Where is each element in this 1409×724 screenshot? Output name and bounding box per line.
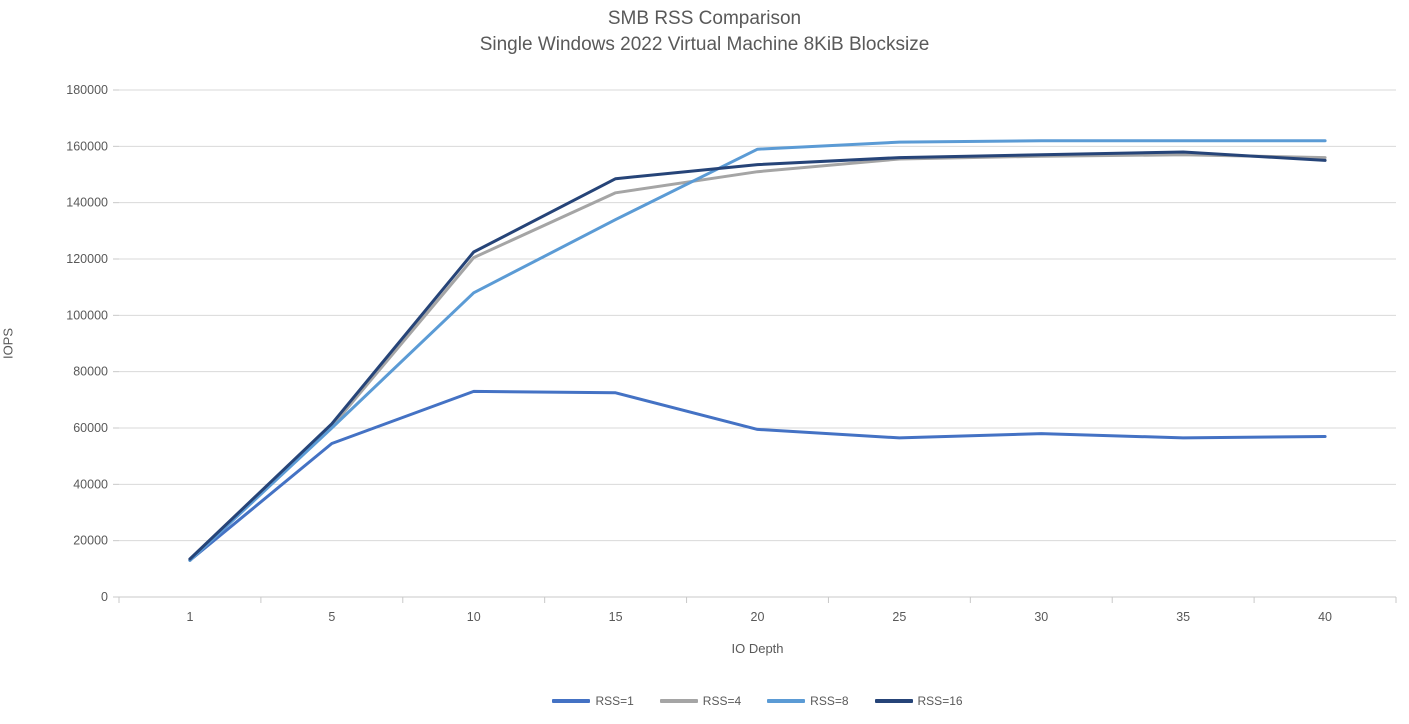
y-tick-label: 40000 xyxy=(73,477,108,491)
chart-title: SMB RSS Comparison xyxy=(607,8,802,29)
series-line-rss-4 xyxy=(188,153,1327,562)
x-tick-label: 25 xyxy=(892,610,906,624)
legend-item-rss-1: RSS=1 xyxy=(552,694,634,708)
legend-swatch-rss-1 xyxy=(552,699,591,703)
y-axis-title: IOPS xyxy=(0,327,16,360)
x-tick-label: 20 xyxy=(751,610,765,624)
legend-label-rss-4: RSS=4 xyxy=(702,694,742,708)
x-tick-label: 35 xyxy=(1176,610,1190,624)
y-tick-label: 180000 xyxy=(66,83,108,97)
legend-swatch-rss-4 xyxy=(659,699,698,703)
series-line-rss-1 xyxy=(188,389,1327,562)
legend-swatch-rss-8 xyxy=(767,699,806,703)
legend: RSS=1 RSS=4 RSS=8 RSS=16 xyxy=(119,694,1396,708)
y-tick-label: 0 xyxy=(101,590,108,604)
legend-label-rss-1: RSS=1 xyxy=(595,694,634,708)
legend-label-rss-8: RSS=8 xyxy=(810,694,849,708)
y-tick-label: 100000 xyxy=(66,308,108,322)
x-tick-label: 5 xyxy=(328,610,335,624)
legend-item-rss-16: RSS=16 xyxy=(874,694,963,708)
x-tick-label: 40 xyxy=(1318,610,1332,624)
y-tick-label: 120000 xyxy=(66,252,108,266)
y-tick-label: 60000 xyxy=(73,421,108,435)
legend-item-rss-8: RSS=8 xyxy=(767,694,849,708)
x-axis-title: IO Depth xyxy=(731,641,784,656)
y-tick-label: 20000 xyxy=(73,534,108,548)
series-line-rss-16 xyxy=(188,150,1327,561)
legend-item-rss-4: RSS=4 xyxy=(659,694,742,708)
y-tick-label: 160000 xyxy=(66,139,108,153)
chart-subtitle: Single Windows 2022 Virtual Machine 8KiB… xyxy=(479,33,930,55)
x-tick-label: 10 xyxy=(467,610,481,624)
x-tick-label: 1 xyxy=(186,610,193,624)
legend-label-rss-16: RSS=16 xyxy=(917,694,963,708)
chart-title-block: SMB RSS Comparison Single Windows 2022 V… xyxy=(0,6,1409,57)
x-tick-label: 15 xyxy=(609,610,623,624)
legend-swatch-rss-16 xyxy=(874,699,913,703)
series-line-rss-8 xyxy=(188,139,1327,562)
y-tick-label: 80000 xyxy=(73,365,108,379)
x-tick-label: 30 xyxy=(1034,610,1048,624)
y-tick-label: 140000 xyxy=(66,196,108,210)
